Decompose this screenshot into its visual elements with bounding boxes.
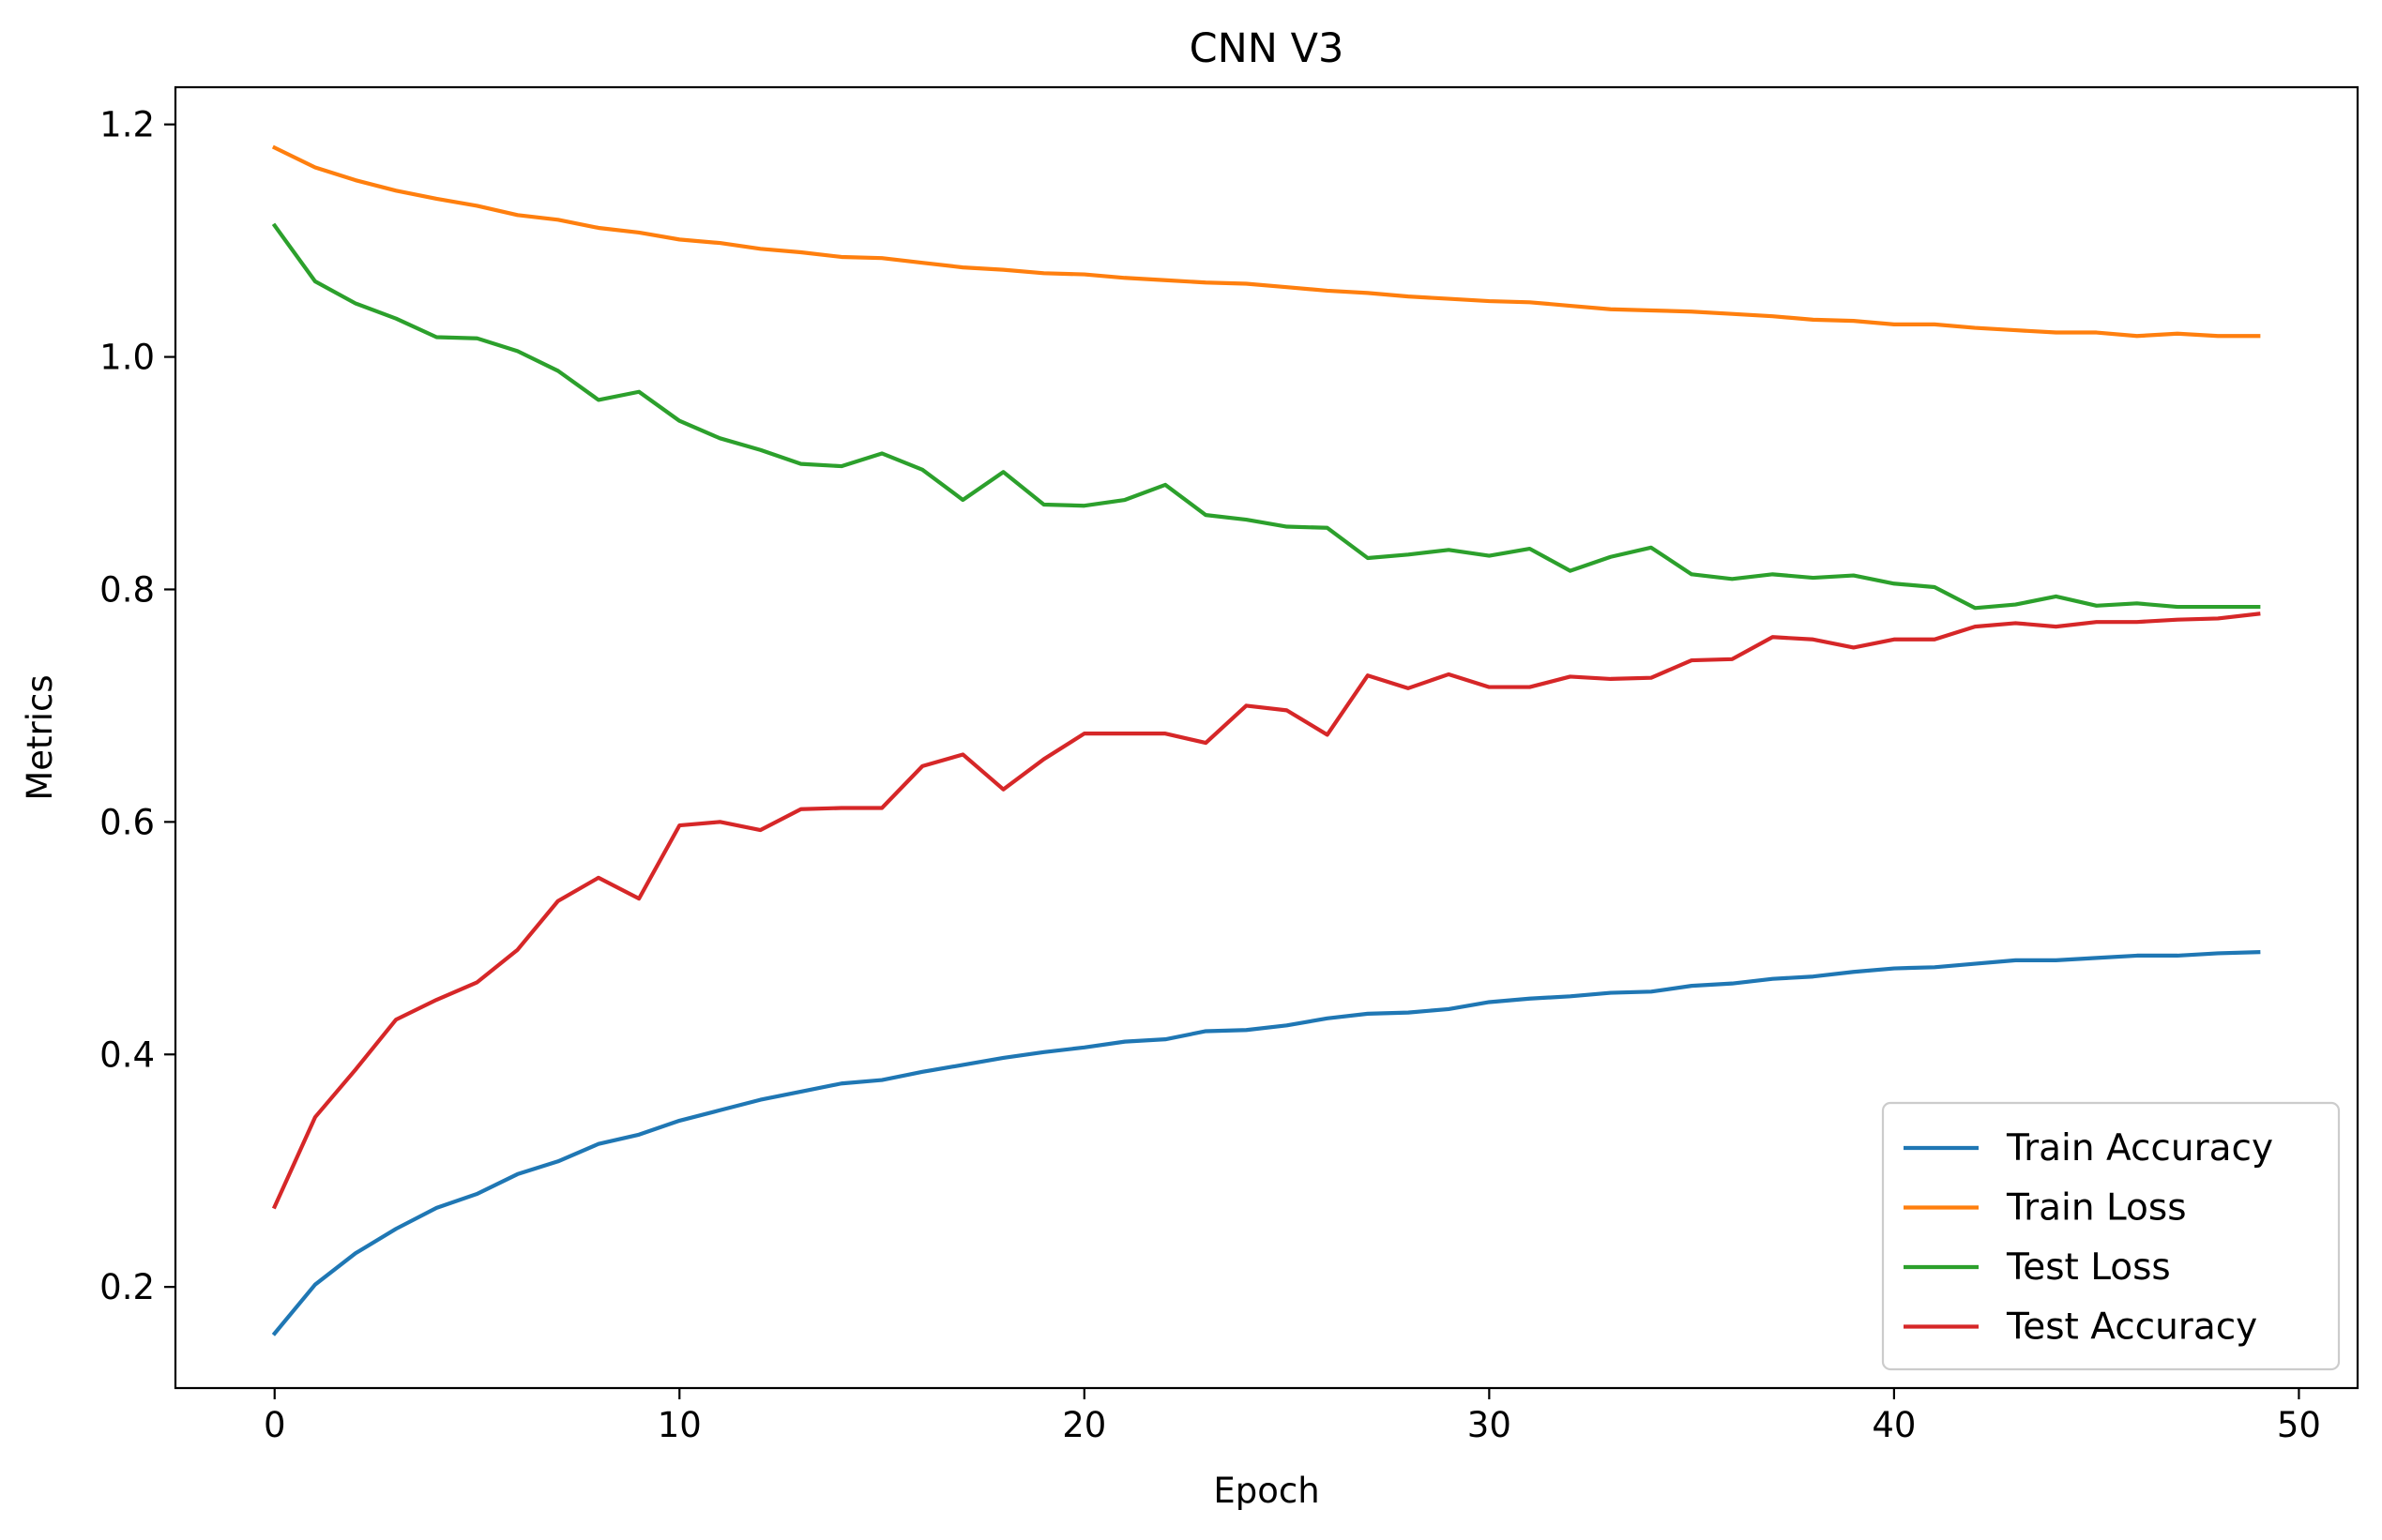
y-tick-label: 0.6	[99, 802, 155, 842]
legend-item: Test Loss	[1904, 1246, 2171, 1289]
chart-title: CNN V3	[1190, 25, 1344, 72]
x-axis-label: Epoch	[1213, 1471, 1319, 1511]
y-tick-label: 0.8	[99, 569, 155, 610]
legend-label: Train Loss	[2006, 1187, 2187, 1230]
series-line-train-accuracy	[271, 950, 2261, 1336]
legend: Train Accuracy Train Loss Test Loss Test Ac…	[1881, 1101, 2341, 1371]
axes-spines	[174, 85, 2359, 1390]
legend-item: Test Accuracy	[1904, 1306, 2257, 1349]
x-axis-ticks: 0 10 20 30 40 50	[264, 1388, 2321, 1445]
x-tick-label: 20	[1062, 1405, 1106, 1445]
series-line-test-accuracy	[271, 611, 2261, 1210]
legend-label: Test Loss	[2006, 1246, 2171, 1289]
series-layer	[271, 144, 2261, 1336]
y-axis-ticks: 0.2 0.4 0.6 0.8 1.0 1.2	[99, 105, 175, 1307]
series-line-train-loss	[271, 144, 2261, 339]
x-tick-label: 40	[1872, 1405, 1916, 1445]
axes-frame	[174, 85, 2359, 1390]
legend-item: Train Accuracy	[1904, 1127, 2273, 1170]
x-tick-label: 30	[1467, 1405, 1511, 1445]
y-tick-label: 0.2	[99, 1267, 155, 1307]
x-tick-label: 0	[264, 1405, 286, 1445]
y-tick-label: 1.0	[99, 338, 155, 378]
series-line-test-loss	[271, 222, 2261, 611]
x-tick-label: 10	[658, 1405, 702, 1445]
legend-box	[1881, 1101, 2341, 1371]
x-tick-label: 50	[2277, 1405, 2321, 1445]
legend-label: Test Accuracy	[2006, 1306, 2257, 1349]
legend-label: Train Accuracy	[2006, 1127, 2273, 1170]
legend-item: Train Loss	[1904, 1187, 2187, 1230]
y-tick-label: 1.2	[99, 105, 155, 145]
y-tick-label: 0.4	[99, 1034, 155, 1075]
y-axis-label: Metrics	[20, 674, 60, 800]
